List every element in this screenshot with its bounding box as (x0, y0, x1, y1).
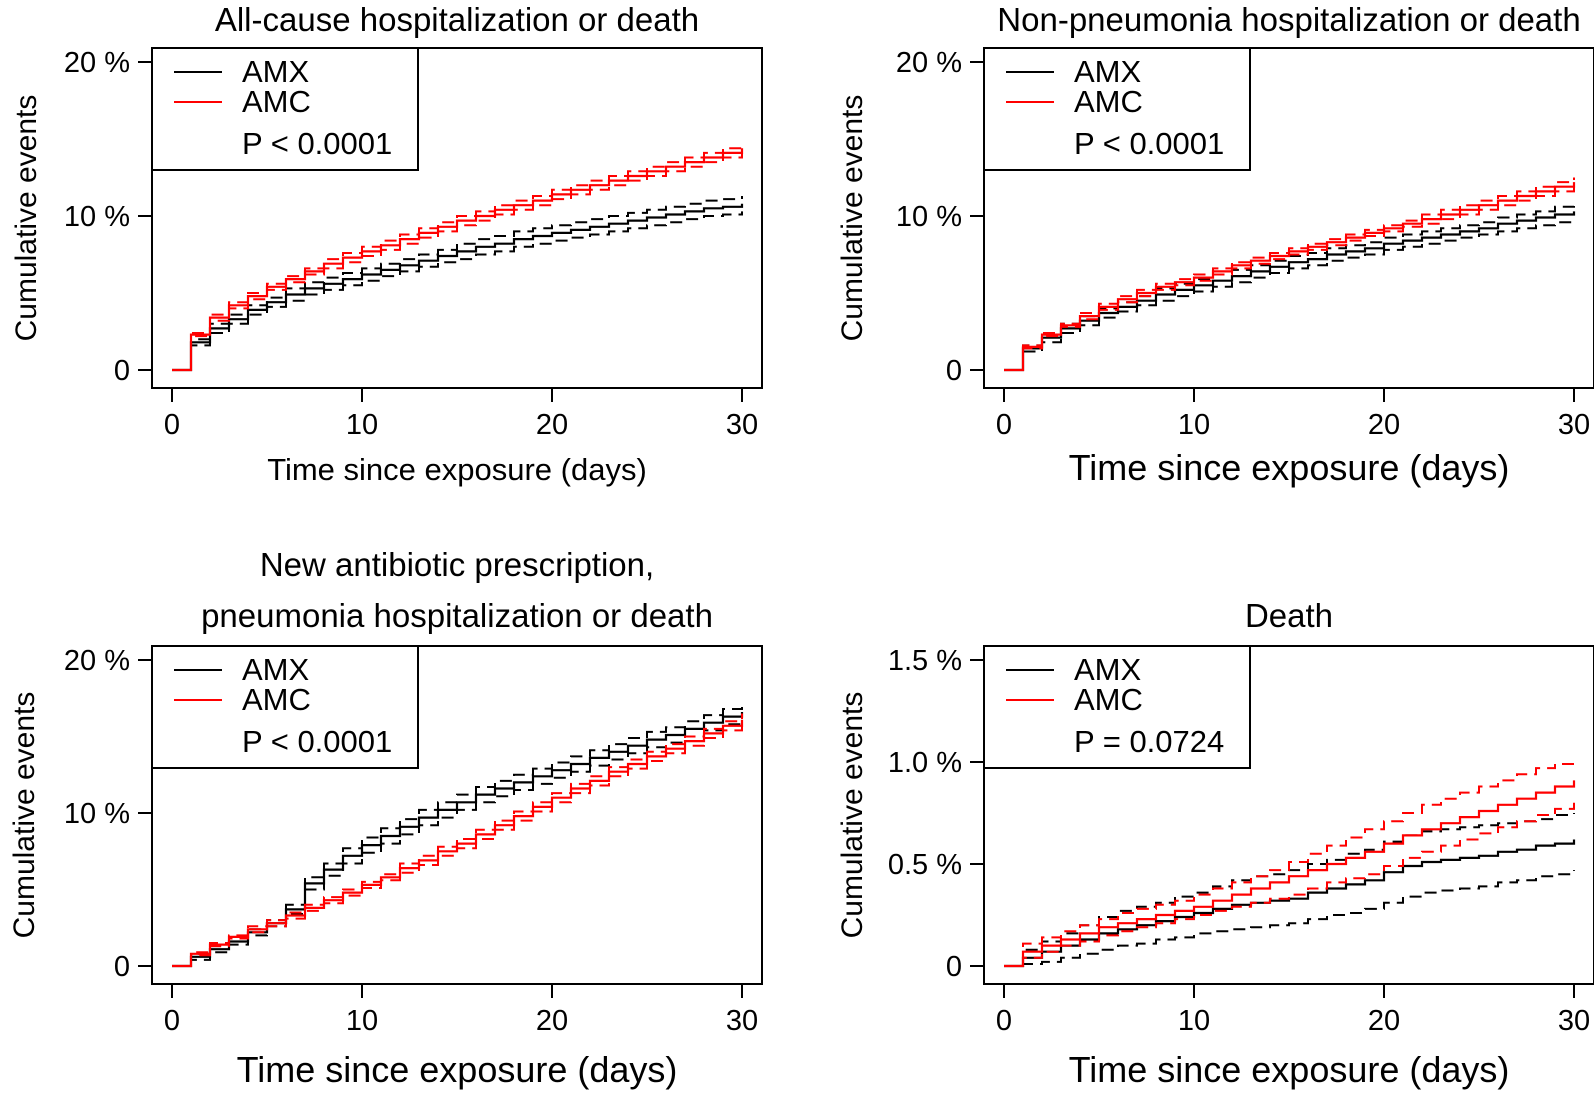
series-amc (172, 713, 744, 968)
x-tick-label: 20 (1368, 409, 1400, 441)
series-amx (172, 196, 744, 372)
legend-label-amx: AMX (1074, 54, 1142, 89)
series-amc-ci-upper (1004, 760, 1575, 967)
series-amx-line (1004, 839, 1576, 968)
legend-label-amc: AMC (1074, 682, 1143, 717)
chart-panel-2: Non-pneumonia hospitalization or death 0 1… (836, 1, 1594, 488)
y-axis-label: Cumulative events (836, 692, 869, 939)
x-axis-label: Time since exposure (days) (237, 1049, 678, 1090)
plot-frame (983, 47, 1594, 389)
x-axis-label: Time since exposure (days) (267, 452, 647, 487)
chart-panel-3: New antibiotic prescription, pneumonia ho… (8, 546, 763, 1090)
series-amc-line (1004, 780, 1576, 968)
series-amc (172, 143, 744, 372)
y-tick-label: 10 % (64, 201, 130, 233)
y-tick-label: 1.5 % (888, 645, 962, 677)
chart-title: pneumonia hospitalization or death (201, 597, 713, 634)
series-amc-line (172, 148, 744, 372)
legend-box (151, 47, 419, 171)
x-tick-label: 10 (346, 409, 378, 441)
chart-title: New antibiotic prescription, (260, 546, 654, 583)
chart-panel-1: All-cause hospitalization or death 0 10 20 3… (10, 1, 763, 487)
y-axis-label: Cumulative events (8, 692, 41, 939)
series-amc (1004, 760, 1576, 968)
x-tick-label: 30 (726, 1005, 758, 1037)
x-tick-label: 0 (164, 1005, 180, 1037)
x-tick-label: 10 (346, 1005, 378, 1037)
series-amx (1004, 813, 1576, 968)
y-tick-label: 0 (946, 951, 962, 983)
y-tick-label: 0 (114, 951, 130, 983)
series-amx-ci-upper (172, 196, 743, 371)
y-tick-label: 20 % (64, 47, 130, 79)
series-amc-ci-upper (172, 143, 743, 371)
series-amc-line (1004, 182, 1576, 372)
legend-pvalue: P < 0.0001 (242, 724, 392, 759)
series-amc-ci-lower (1004, 802, 1575, 967)
series-amc-line (172, 719, 744, 968)
legend-label-amx: AMX (242, 652, 310, 687)
y-axis-label: Cumulative events (10, 95, 43, 342)
y-tick-label: 10 % (64, 798, 130, 830)
series-amx-ci-lower (1004, 870, 1575, 967)
y-tick-label: 0.5 % (888, 849, 962, 881)
plot-frame (151, 645, 763, 985)
legend-box (983, 645, 1251, 769)
legend-label-amc: AMC (1074, 84, 1143, 119)
series-amc-ci-lower (1004, 186, 1575, 371)
series-amx-ci-lower (1004, 219, 1575, 371)
legend-pvalue: P < 0.0001 (242, 126, 392, 161)
chart-title: All-cause hospitalization or death (215, 1, 699, 38)
y-tick-label: 10 % (896, 201, 962, 233)
x-tick-label: 0 (164, 409, 180, 441)
x-tick-label: 0 (996, 409, 1012, 441)
x-tick-label: 20 (536, 409, 568, 441)
series-amc (1004, 177, 1576, 372)
legend-label-amx: AMX (1074, 652, 1142, 687)
series-amc-ci-upper (1004, 177, 1575, 371)
chart-title: Non-pneumonia hospitalization or death (997, 1, 1580, 38)
legend-pvalue: P = 0.0724 (1074, 724, 1224, 759)
legend-box (983, 47, 1251, 171)
series-amc-ci-upper (172, 713, 743, 967)
x-tick-label: 30 (1558, 1005, 1590, 1037)
x-tick-label: 30 (726, 409, 758, 441)
chart-title: Death (1245, 597, 1333, 634)
legend-pvalue: P < 0.0001 (1074, 126, 1224, 161)
series-amx-ci-upper (1004, 813, 1575, 967)
chart-panel-4: Death 0 10 20 30 0 0.5 % 1.0 % 1.5 % Time since e… (836, 597, 1594, 1090)
legend-label-amc: AMC (242, 682, 311, 717)
x-tick-label: 30 (1558, 409, 1590, 441)
x-axis-label: Time since exposure (days) (1069, 1049, 1510, 1090)
y-tick-label: 1.0 % (888, 747, 962, 779)
y-axis-label: Cumulative events (836, 95, 869, 342)
x-axis-label: Time since exposure (days) (1069, 447, 1510, 488)
series-amc-ci-lower (172, 152, 743, 371)
legend-box (151, 645, 419, 769)
x-tick-label: 10 (1178, 1005, 1210, 1037)
legend-label-amc: AMC (242, 84, 311, 119)
x-tick-label: 0 (996, 1005, 1012, 1037)
x-tick-label: 20 (1368, 1005, 1400, 1037)
x-tick-label: 20 (536, 1005, 568, 1037)
plot-frame (983, 645, 1594, 985)
plot-frame (151, 47, 763, 389)
x-tick-label: 10 (1178, 409, 1210, 441)
y-tick-label: 0 (114, 355, 130, 387)
legend-label-amx: AMX (242, 54, 310, 89)
y-tick-label: 20 % (64, 645, 130, 677)
y-tick-label: 0 (946, 355, 962, 387)
series-amx-line (172, 203, 744, 372)
y-tick-label: 20 % (896, 47, 962, 79)
series-amx (1004, 203, 1576, 372)
series-amx-ci-lower (172, 211, 743, 371)
